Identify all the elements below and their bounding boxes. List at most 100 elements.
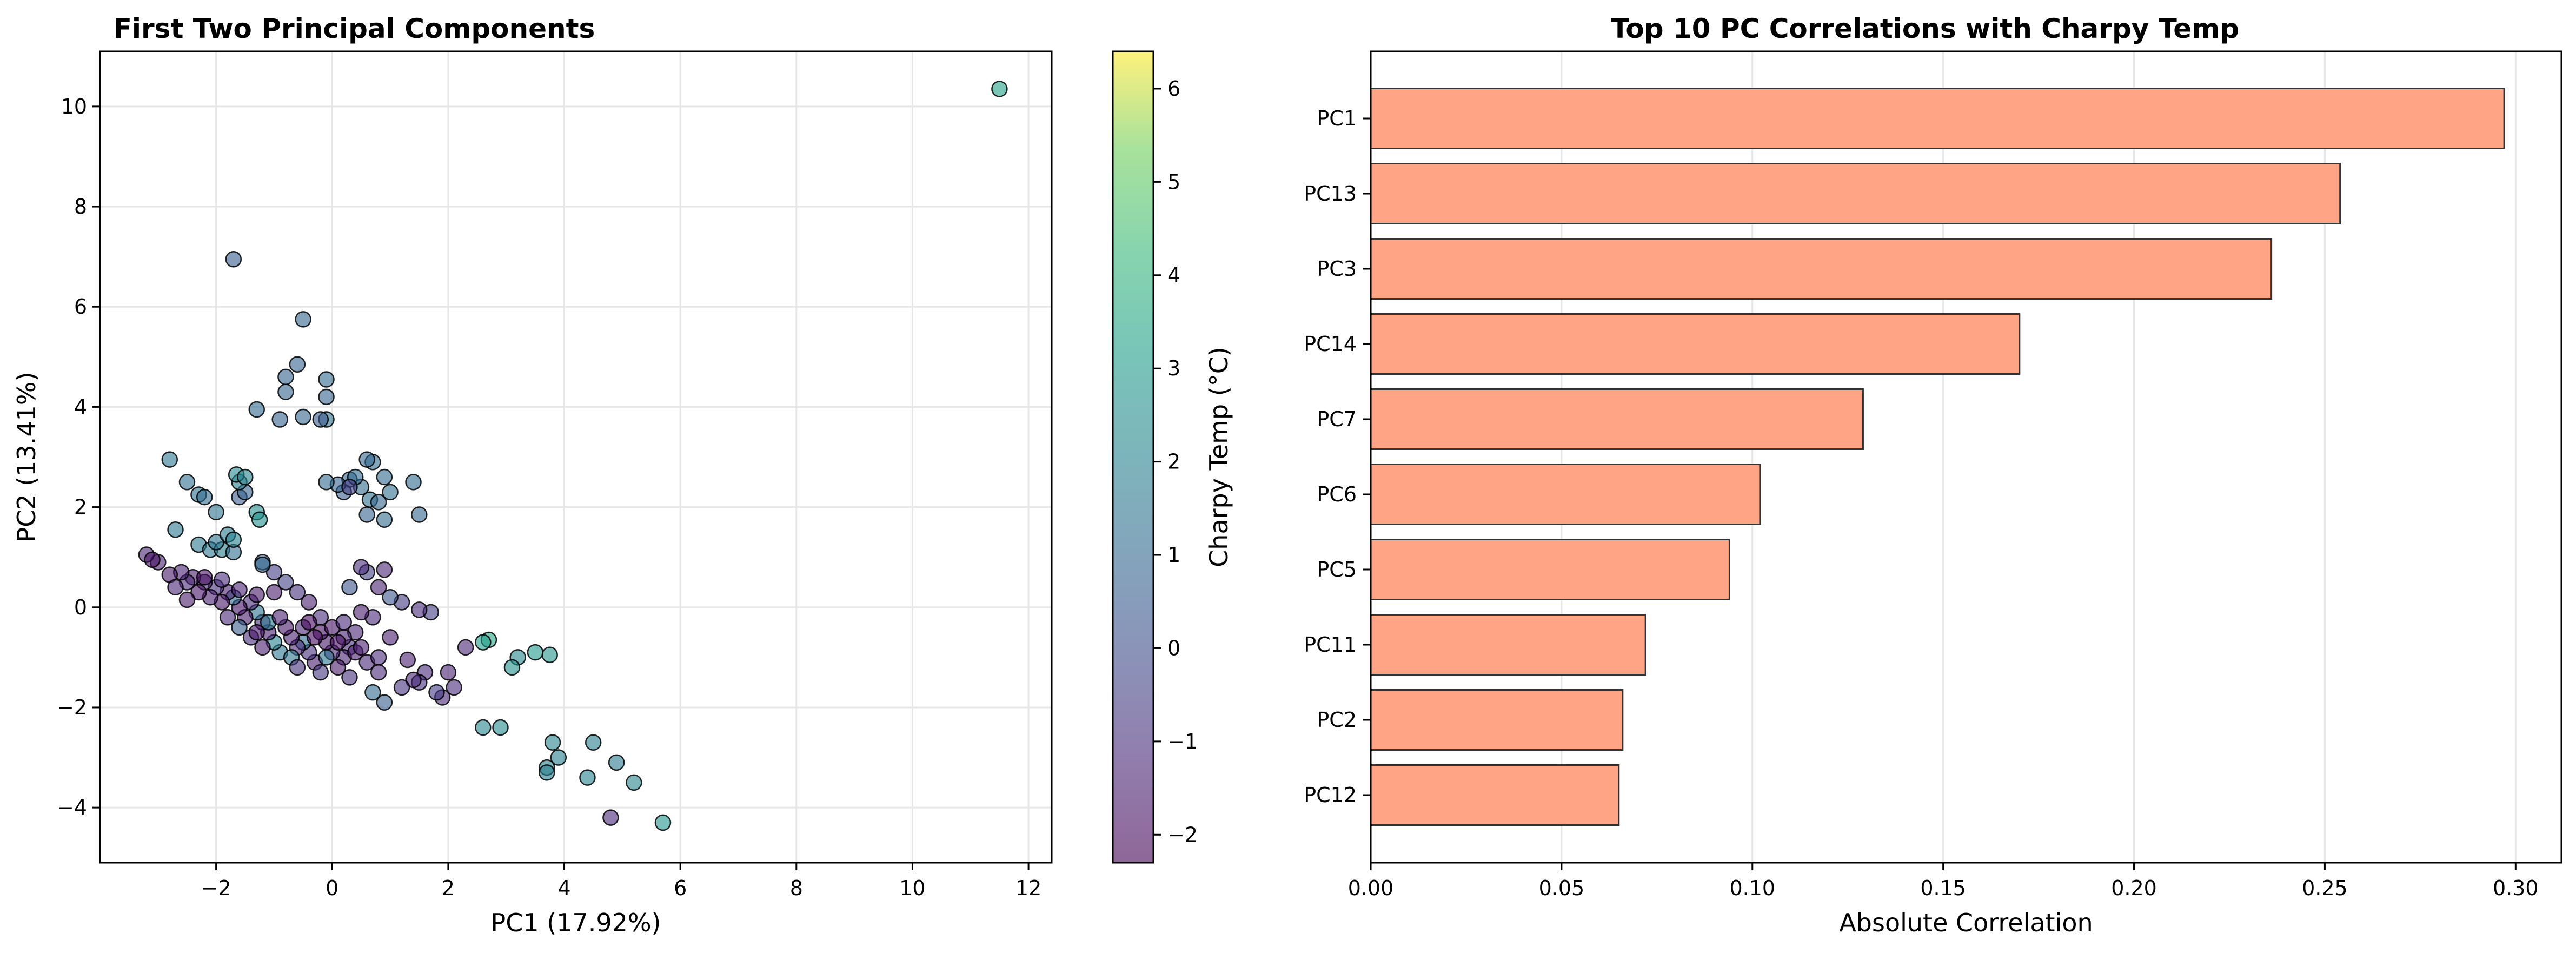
scatter-point xyxy=(364,684,381,701)
scatter-point xyxy=(208,534,224,551)
bar-x-axis: 0.00 0.05 0.10 0.15 0.20 0.25 0.30 xyxy=(1348,863,2539,900)
colorbar-ticks: −2 −1 0 1 2 3 4 5 6 xyxy=(1153,77,1198,846)
scatter-point xyxy=(527,644,544,661)
scatter-point xyxy=(539,764,555,781)
scatter-point xyxy=(475,634,492,651)
bar-pc3 xyxy=(1370,238,2273,300)
scatter-point xyxy=(341,479,358,495)
scatter-point xyxy=(237,468,254,486)
colorbar-tick-label: 0 xyxy=(1167,636,1180,660)
scatter-point xyxy=(167,579,184,595)
bar-bars xyxy=(1370,88,2505,826)
scatter-point xyxy=(254,556,271,573)
scatter-y-tick-label: 2 xyxy=(74,495,87,519)
scatter-point xyxy=(231,619,248,636)
colorbar-tick-label: −2 xyxy=(1167,823,1198,846)
scatter-point xyxy=(196,488,213,506)
bar-y-tick-label: PC11 xyxy=(1304,633,1357,657)
scatter-point xyxy=(271,609,288,626)
colorbar-tick-label: 2 xyxy=(1167,450,1180,474)
scatter-point xyxy=(353,559,370,575)
scatter-point xyxy=(382,484,399,501)
scatter-point xyxy=(251,511,268,528)
scatter-point xyxy=(277,383,294,400)
scatter-point xyxy=(144,551,161,568)
bar-y-tick-label: PC12 xyxy=(1304,783,1357,807)
scatter-point xyxy=(370,494,387,511)
bar-x-tick-label: 0.00 xyxy=(1348,876,1394,900)
scatter-y-tick-label: 6 xyxy=(74,295,87,319)
scatter-point xyxy=(440,664,457,681)
bar-y-tick-label: PC3 xyxy=(1317,257,1357,281)
scatter-x-axis: −2 0 2 4 6 8 10 12 xyxy=(201,863,1041,900)
scatter-point xyxy=(208,504,224,521)
scatter-point xyxy=(585,734,602,751)
scatter-point xyxy=(225,251,242,268)
scatter-point xyxy=(550,749,567,766)
scatter-y-tick-label: 10 xyxy=(61,95,87,118)
scatter-point xyxy=(277,368,294,386)
scatter-x-tick-label: 10 xyxy=(899,876,925,900)
bar-y-tick-label: PC13 xyxy=(1304,182,1357,206)
scatter-point xyxy=(602,809,619,826)
bar-pc1 xyxy=(1370,88,2505,149)
scatter-point xyxy=(335,614,352,631)
scatter-point xyxy=(167,521,184,538)
bar-panel: Top 10 PC Correlations with Charpy Temp … xyxy=(1304,13,2562,937)
scatter-point xyxy=(393,679,410,696)
colorbar-label: Charpy Temp (°C) xyxy=(1204,347,1233,567)
scatter-point xyxy=(991,81,1008,97)
scatter-point xyxy=(457,639,474,656)
colorbar-tick-label: 5 xyxy=(1167,170,1180,194)
scatter-point xyxy=(654,814,672,831)
scatter-point xyxy=(358,451,375,468)
scatter-x-tick-label: 12 xyxy=(1015,876,1041,900)
bar-pc5 xyxy=(1370,539,1730,600)
scatter-x-tick-label: 0 xyxy=(326,876,338,900)
scatter-point xyxy=(405,671,422,689)
scatter-point xyxy=(399,651,416,669)
scatter-point xyxy=(248,624,265,641)
scatter-point xyxy=(312,411,329,428)
scatter-point xyxy=(579,769,596,786)
scatter-x-tick-label: 8 xyxy=(790,876,803,900)
scatter-point xyxy=(312,664,329,681)
colorbar-tick-label: 3 xyxy=(1167,356,1180,380)
scatter-x-tick-label: 4 xyxy=(557,876,570,900)
scatter-point xyxy=(503,659,521,676)
scatter-point xyxy=(318,649,335,666)
bar-pc2 xyxy=(1370,689,1624,751)
scatter-point xyxy=(196,568,213,586)
scatter-point xyxy=(608,754,625,771)
scatter-frame xyxy=(99,50,1053,864)
bar-x-tick-label: 0.05 xyxy=(1539,876,1585,900)
scatter-y-tick-label: 0 xyxy=(74,595,87,619)
scatter-title: First Two Principal Components xyxy=(114,13,595,44)
scatter-point xyxy=(376,561,393,578)
scatter-point xyxy=(376,468,393,486)
scatter-point xyxy=(271,411,288,428)
scatter-point xyxy=(382,629,399,646)
scatter-point xyxy=(301,614,317,631)
scatter-x-tick-label: 2 xyxy=(442,876,455,900)
colorbar-frame xyxy=(1112,50,1154,864)
bar-y-tick-label: PC7 xyxy=(1317,407,1357,431)
bar-x-tick-label: 0.15 xyxy=(1920,876,1966,900)
bar-pc13 xyxy=(1370,163,2341,224)
scatter-point xyxy=(329,634,347,651)
scatter-point xyxy=(358,506,375,523)
bar-x-tick-label: 0.30 xyxy=(2493,876,2539,900)
bar-y-tick-label: PC5 xyxy=(1317,558,1357,581)
bar-y-tick-label: PC2 xyxy=(1317,708,1357,732)
scatter-point xyxy=(225,531,242,548)
scatter-point xyxy=(370,649,387,666)
scatter-point xyxy=(289,584,306,601)
scatter-point xyxy=(405,474,422,491)
bar-pc11 xyxy=(1370,614,1646,676)
scatter-point xyxy=(475,719,492,736)
scatter-point xyxy=(248,586,265,603)
bar-x-tick-label: 0.20 xyxy=(2111,876,2157,900)
scatter-point xyxy=(178,591,196,608)
bar-x-tick-label: 0.10 xyxy=(1729,876,1775,900)
scatter-point xyxy=(301,594,317,611)
